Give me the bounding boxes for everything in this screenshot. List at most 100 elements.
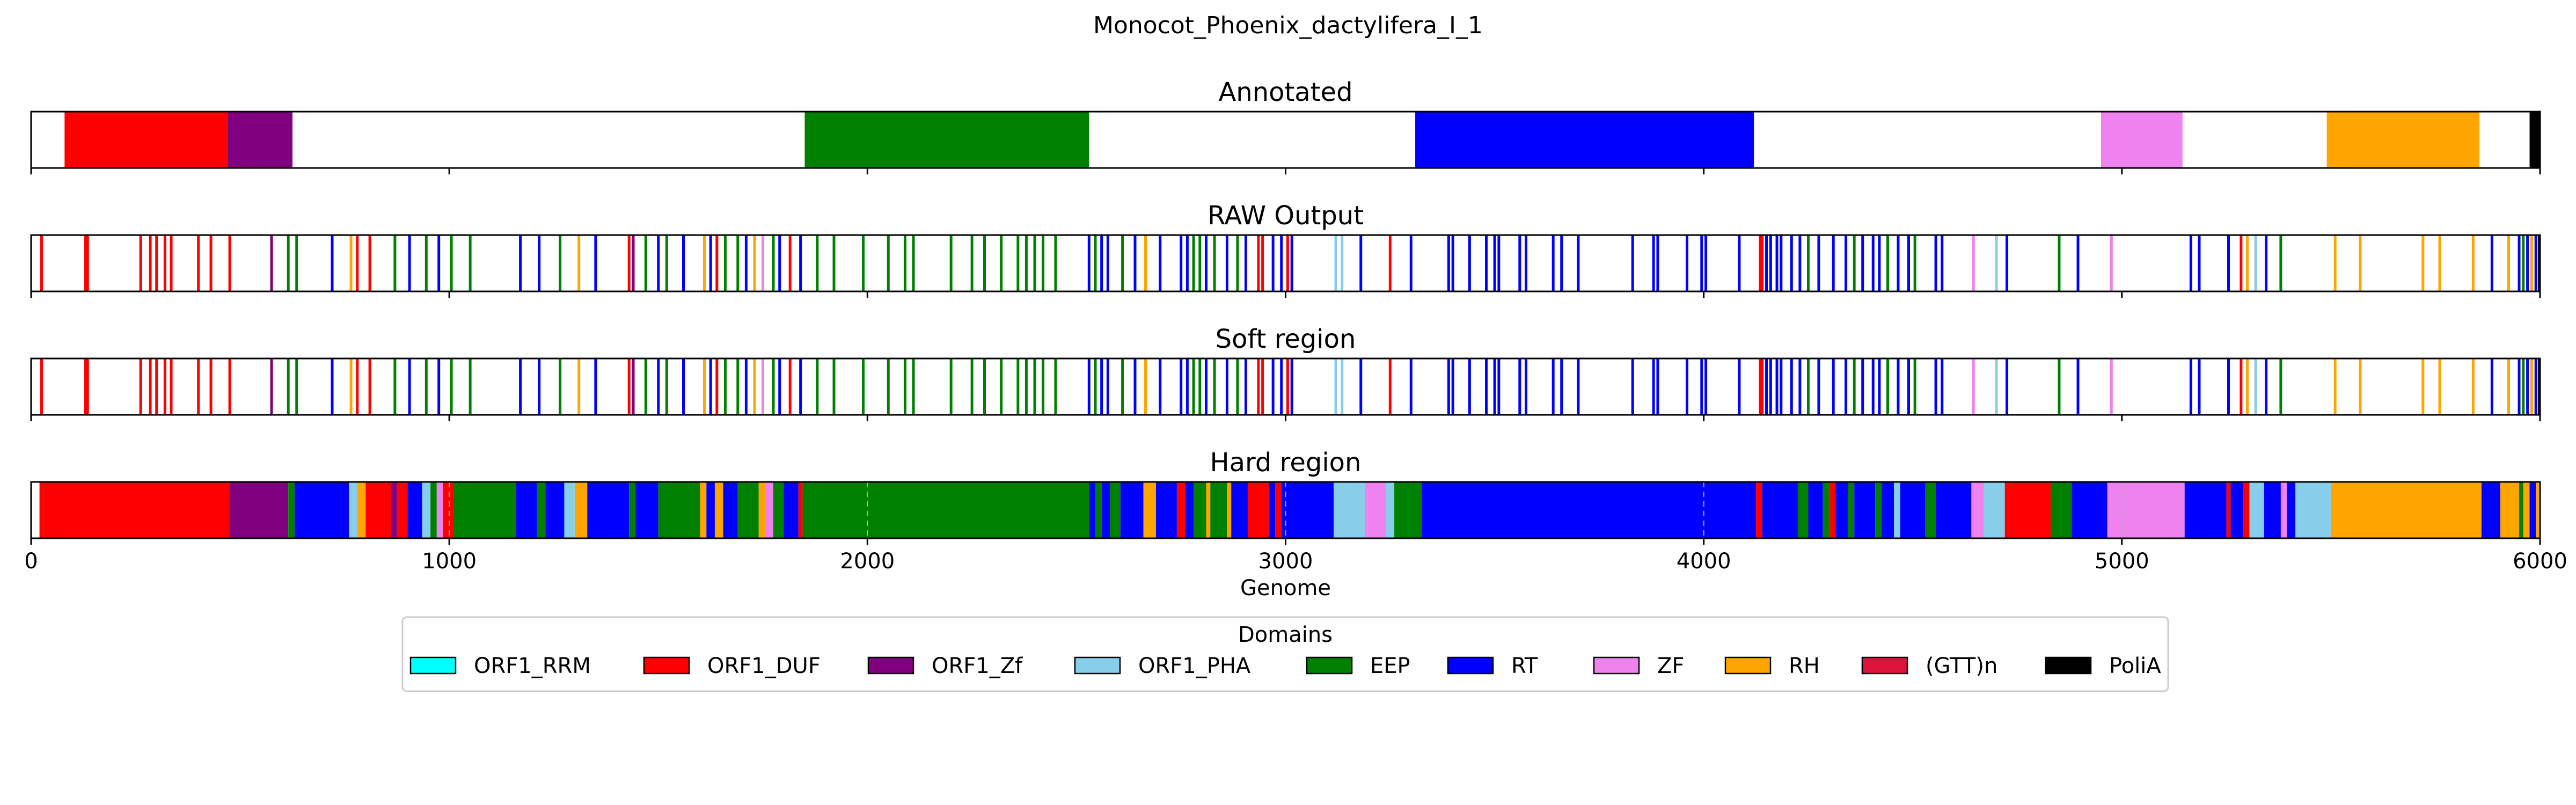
panel-title: Annotated [1218,77,1352,107]
panel-background [31,358,2540,415]
segment-eep [537,482,546,538]
segment-zf [1971,482,1984,538]
segment-rt [1231,482,1248,538]
segment-orf1-duf [2243,482,2250,538]
segment-orf1-duf [365,482,391,538]
segment-eep [1823,482,1829,538]
segment-eep [1875,482,1882,538]
segment-eep [658,482,700,538]
segment-zf [1365,482,1386,538]
segment-eep [430,482,437,538]
segment-rt [706,482,715,538]
legend-label: ORF1_RRM [474,654,591,678]
segment-orf1-pha [2249,482,2264,538]
segment-eep [629,482,635,538]
segment-rt [2230,482,2243,538]
segment-rt [1900,482,1926,538]
segment-rt [2184,482,2227,538]
segment-rh [1206,482,1211,538]
legend-item-zf: ZF [1593,654,1684,678]
segment-rt [723,482,738,538]
segment-eep [773,482,784,538]
legend-label: RH [1789,654,1820,678]
legend-swatch [1861,656,1908,675]
x-tick-label: 3000 [1258,549,1313,574]
segment-rt [1101,482,1110,538]
legend-title: Domains [1238,623,1333,647]
segment-rt [294,482,349,538]
segment-orf1-zf [230,482,289,538]
segment-orf1-duf [1756,482,1762,538]
segment-rt [1936,482,1972,538]
segment-rt [1835,482,1848,538]
segment-rt [1155,482,1177,538]
panels: Annotated RAW Output Soft region Hard regio… [24,77,2567,601]
segment-rt [1762,482,1798,538]
segment-orf1-duf [2004,482,2051,538]
figure-title: Monocot_Phoenix_dactylifera_I_1 [1093,12,1483,39]
x-tick-label: 2000 [840,549,895,574]
segment-orf1-duf [1829,482,1836,538]
segment-orf1-duf [64,112,228,168]
panel-annotated: Annotated [30,77,2541,174]
segment-rt [1185,482,1194,538]
legend-swatch [1724,656,1772,675]
x-tick-label: 6000 [2513,549,2567,574]
x-tick-label: 1000 [422,549,477,574]
segment-eep [453,482,516,538]
segment-rt [784,482,799,538]
segment-rh [2536,482,2540,538]
segment-rt [1421,482,1757,538]
segment-eep [1194,482,1206,538]
segment-rh [714,482,723,538]
segment-rt [2264,482,2281,538]
segment-rh [2331,482,2482,538]
panel-title: RAW Output [1208,201,1364,231]
panel-raw-output: RAW Output [30,201,2541,298]
segment-rt [587,482,630,538]
segment-eep [1095,482,1102,538]
segment-orf1-zf [391,482,397,538]
segment-eep [802,482,1089,538]
legend-item-orf1-rrm: ORF1_RRM [409,654,591,678]
segment-eep [1797,482,1809,538]
segment-rt [2287,482,2296,538]
legend-swatch [1593,656,1640,675]
legend: Domains ORF1_RRM ORF1_DUF ORF1_Zf ORF1_PHA EE… [401,616,2169,692]
legend-item-gtt-n: (GTT)n [1861,654,1997,678]
segment-orf1-duf [397,482,408,538]
legend-item-rt: RT [1447,654,1538,678]
segment-rt [1415,112,1754,168]
x-axis-label: Genome [1240,576,1331,601]
segment-orf1-pha [422,482,431,538]
segment-orf1-duf [798,482,803,538]
panel-title: Soft region [1216,324,1356,354]
segment-orf1-duf [1275,482,1282,538]
legend-swatch [1306,656,1353,675]
segment-orf1-duf [43,482,230,538]
segment-eep [2519,482,2523,538]
segment-orf1-pha [1984,482,2005,538]
legend-label: ZF [1657,654,1684,678]
segment-rt [1808,482,1823,538]
panel-title: Hard region [1210,448,1362,478]
legend-swatch [409,656,457,675]
segment-rh [1143,482,1156,538]
legend-item-rh: RH [1724,654,1820,678]
segment-polia [2529,112,2540,168]
legend-label: ORF1_PHA [1138,654,1251,678]
segment-rh [2523,482,2530,538]
segment-orf1-pha [1894,482,1900,538]
legend-item-eep: EEP [1306,654,1410,678]
segment-rt [545,482,565,538]
legend-label: PoliA [2109,654,2161,678]
legend-swatch [1074,656,1121,675]
segment-eep [737,482,759,538]
legend-item-polia: PoliA [2045,654,2161,678]
segment-rt [635,482,658,538]
legend-item-orf1-pha: ORF1_PHA [1074,654,1251,678]
legend-label: EEP [1370,654,1410,678]
segment-rh [1227,482,1232,538]
segment-rt [516,482,537,538]
